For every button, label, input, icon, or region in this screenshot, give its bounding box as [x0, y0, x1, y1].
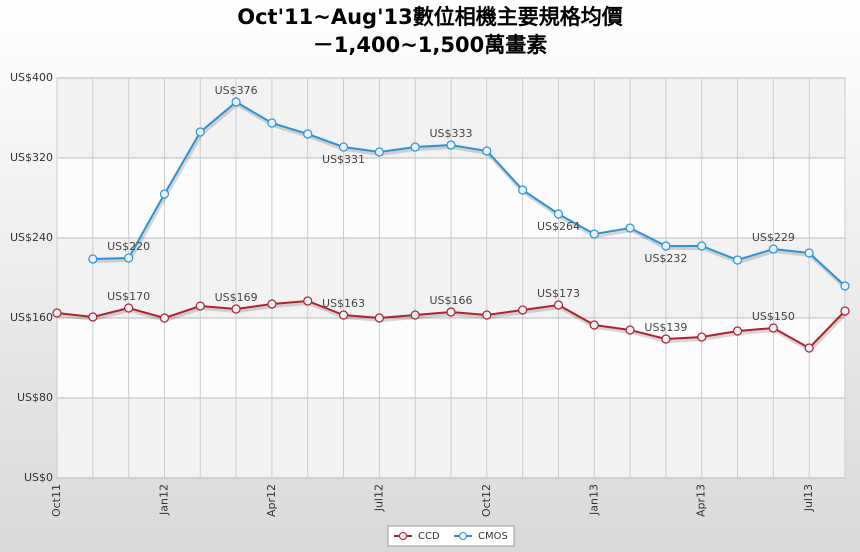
- data-point: [124, 253, 134, 263]
- data-point: [697, 332, 707, 342]
- x-tick-label: Oct11: [50, 484, 63, 517]
- data-point: [589, 320, 599, 330]
- data-point: [338, 310, 349, 320]
- data-point: [124, 303, 134, 313]
- y-tick-label: US$80: [17, 391, 53, 404]
- value-label: US$170: [107, 290, 150, 303]
- data-point: [661, 334, 671, 344]
- x-tick-label: Oct12: [480, 484, 493, 517]
- data-point: [374, 147, 384, 157]
- data-point: [231, 97, 241, 107]
- data-point: [840, 306, 850, 316]
- data-point: [768, 244, 778, 254]
- y-tick-label: US$0: [24, 471, 53, 484]
- data-point: [267, 299, 277, 309]
- legend-box: [387, 525, 515, 547]
- data-point: [804, 248, 814, 258]
- data-point: [589, 229, 599, 239]
- data-point: [446, 307, 456, 317]
- data-point: [732, 255, 743, 265]
- data-point: [410, 142, 420, 152]
- chart-subtitle: －1,400~1,500萬畫素: [313, 33, 547, 57]
- value-label: US$166: [429, 294, 472, 307]
- data-point: [732, 326, 743, 336]
- y-tick-label: US$400: [10, 71, 53, 84]
- x-tick-label: Apr13: [695, 484, 708, 517]
- value-label: US$376: [215, 84, 258, 97]
- data-point: [410, 310, 420, 320]
- y-tick-label: US$160: [10, 311, 53, 324]
- data-point: [625, 223, 635, 233]
- x-tick-label: Apr12: [265, 484, 278, 517]
- data-point: [88, 254, 98, 264]
- value-label: US$333: [429, 127, 472, 140]
- data-point: [625, 325, 635, 335]
- chart-title: Oct'11~Aug'13數位相機主要規格均價: [237, 5, 623, 29]
- data-point: [231, 304, 241, 314]
- data-point: [446, 140, 456, 150]
- data-point: [518, 305, 528, 315]
- y-tick-label: US$320: [10, 151, 53, 164]
- data-point: [553, 209, 564, 219]
- data-point: [159, 313, 170, 323]
- data-point: [303, 296, 313, 306]
- value-label: US$163: [322, 297, 365, 310]
- legend-marker: [459, 532, 467, 540]
- series-shadow: [93, 101, 848, 290]
- value-label: US$173: [537, 287, 580, 300]
- legend-label: CCD: [418, 531, 440, 542]
- value-label: US$169: [215, 291, 258, 304]
- data-point: [553, 300, 564, 310]
- data-point: [374, 313, 384, 323]
- value-label: US$150: [752, 310, 795, 323]
- data-point: [52, 308, 62, 318]
- data-point: [195, 301, 205, 311]
- data-point: [338, 142, 349, 152]
- data-point: [482, 146, 492, 156]
- x-tick-label: Jan12: [157, 484, 170, 516]
- x-tick-label: Jul12: [372, 484, 385, 512]
- value-label: US$232: [644, 252, 687, 265]
- y-tick-label: US$240: [10, 231, 53, 244]
- plot: US$0 US$80 US$160 US$240 US$320 US$400 Oct11 Ja…: [10, 71, 850, 517]
- value-label: US$331: [322, 153, 365, 166]
- series-line: [92, 100, 846, 287]
- data-point: [768, 323, 778, 333]
- data-point: [195, 127, 205, 137]
- legend-label: CMOS: [478, 531, 508, 542]
- value-label: US$139: [644, 321, 687, 334]
- data-point: [88, 312, 98, 322]
- data-point: [697, 241, 707, 251]
- legend: CCD CMOS: [387, 525, 515, 547]
- x-tick-label: Jul13: [802, 484, 815, 512]
- data-point: [482, 310, 492, 320]
- value-label: US$220: [107, 240, 150, 253]
- data-point: [661, 241, 671, 251]
- x-tick-label: Jan13: [587, 484, 600, 516]
- data-point: [840, 281, 850, 291]
- data-point: [267, 118, 277, 128]
- data-point: [303, 129, 313, 139]
- value-label: US$264: [537, 220, 580, 233]
- data-point: [804, 343, 814, 353]
- data-point: [159, 189, 170, 199]
- value-label: US$229: [752, 231, 795, 244]
- legend-marker: [399, 532, 407, 540]
- data-point: [518, 185, 528, 195]
